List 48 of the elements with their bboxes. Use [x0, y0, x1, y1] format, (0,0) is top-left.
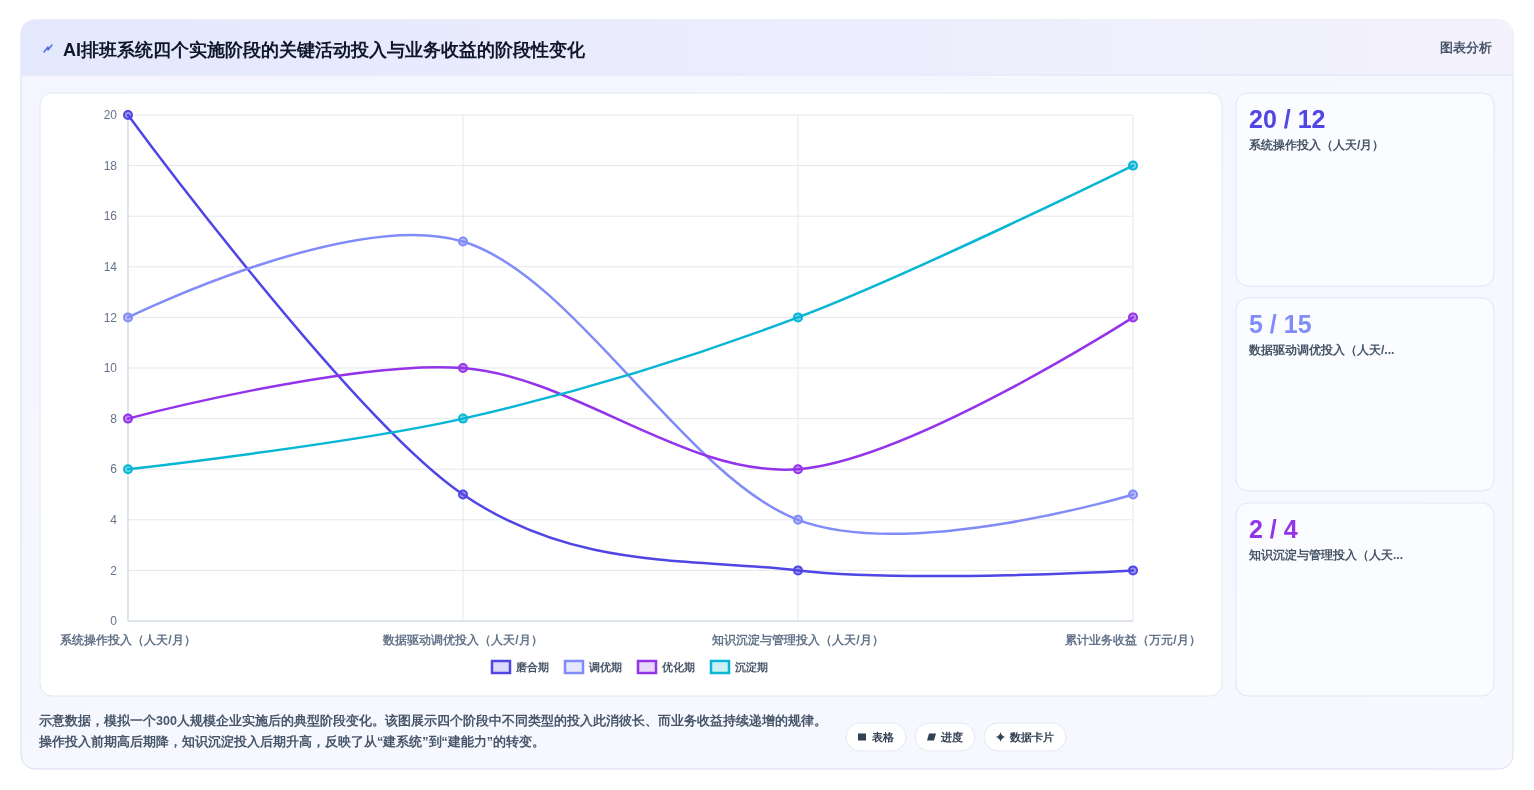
- point: [1128, 160, 1138, 171]
- point: [123, 312, 133, 323]
- point: [123, 413, 133, 424]
- text: 图表分析: [1440, 41, 1492, 55]
- legend-label: 优化期: [661, 660, 695, 673]
- point: [123, 464, 133, 475]
- y-tick-label: 4: [110, 513, 118, 527]
- point: [458, 236, 468, 247]
- point: [1128, 489, 1138, 500]
- y-tick-label: 8: [110, 411, 118, 426]
- point: [458, 413, 468, 424]
- text: 操作投入前期高后期降，知识沉淀投入后期升高，反映了从“建系统”到“建能力”的转变。: [38, 734, 545, 749]
- category-label: 系统操作投入（人天/月）: [1248, 138, 1385, 152]
- text: 2 / 4: [1249, 515, 1298, 543]
- x-tick-label: 数据驱动调优投入（人天/月）: [382, 633, 543, 647]
- point: [1128, 312, 1138, 323]
- text: 进度: [940, 730, 963, 743]
- point: [793, 464, 803, 475]
- y-tick-label: 18: [103, 158, 118, 173]
- text: 5 / 15: [1249, 310, 1312, 338]
- y-tick-label: 0: [110, 614, 118, 629]
- y-tick-label: 14: [103, 260, 118, 274]
- y-tick-label: 6: [110, 462, 118, 477]
- point: [123, 110, 133, 120]
- point: [793, 312, 803, 323]
- point: [458, 489, 468, 500]
- text: 示意数据，模拟一个300人规模企业实施后的典型阶段变化。该图展示四个阶段中不同类型的投入此消彼长、而业务收益持续递增的规律。: [38, 713, 827, 728]
- y-tick-label: 10: [103, 361, 118, 376]
- point: [458, 363, 468, 373]
- legend-label: 磨合期: [515, 660, 549, 673]
- point: [1128, 565, 1138, 576]
- text: 20 / 12: [1249, 105, 1326, 133]
- text: 表格: [871, 730, 895, 743]
- category-label: 数据驱动调优投入（人天/...: [1248, 343, 1395, 357]
- point: [793, 514, 803, 525]
- legend-label: 沉淀期: [734, 660, 768, 673]
- x-tick-label: 知识沉淀与管理投入（人天/月）: [711, 633, 884, 647]
- category-label: 知识沉淀与管理投入（人天...: [1248, 548, 1404, 562]
- x-tick-label: 系统操作投入（人天/月）: [59, 633, 196, 647]
- y-tick-label: 20: [103, 108, 118, 123]
- y-tick-label: 2: [110, 563, 118, 578]
- chart-title: AI排班系统四个实施阶段的关键活动投入与业务收益的阶段性变化: [63, 40, 586, 60]
- x-tick-label: 累计业务收益（万元/月）: [1064, 633, 1201, 647]
- legend-label: 调优期: [588, 660, 622, 673]
- point: [793, 565, 803, 576]
- y-tick-label: 16: [103, 209, 118, 224]
- text: 数据卡片: [1009, 730, 1054, 743]
- y-tick-label: 12: [103, 310, 118, 325]
